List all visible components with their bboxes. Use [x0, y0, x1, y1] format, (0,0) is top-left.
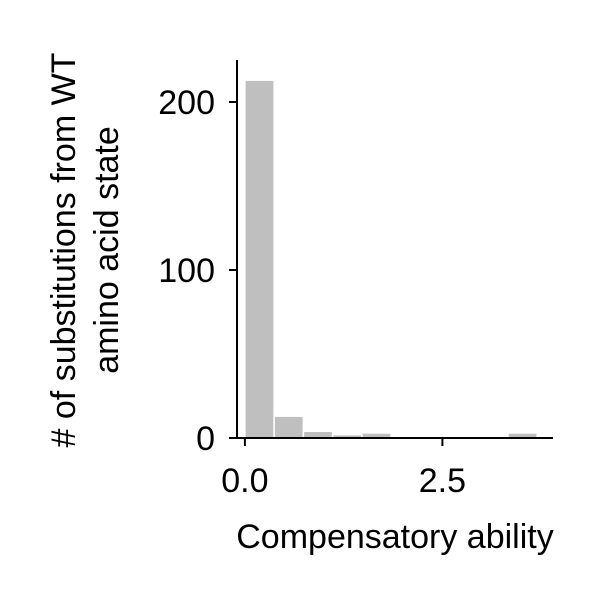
y-ticks-group: 0 100 200: [158, 84, 237, 458]
bars-group: [244, 79, 538, 439]
x-ticks-group: 0.0 2.5: [221, 438, 466, 500]
y-tick-label: 100: [158, 252, 215, 290]
x-tick-label: 0.0: [221, 462, 268, 500]
y-tick-label: 0: [196, 420, 215, 458]
y-tick-label: 200: [158, 84, 215, 122]
histogram-bar-1: [273, 415, 305, 439]
histogram-bar-2: [302, 430, 334, 439]
x-tick-label: 2.5: [419, 462, 466, 500]
histogram-bar-0: [244, 79, 275, 439]
x-axis-title: Compensatory ability: [236, 518, 553, 556]
y-axis-title-line-2: amino acid state: [88, 126, 126, 374]
y-axis-title-line-1: # of substitutions from WT: [45, 53, 83, 448]
